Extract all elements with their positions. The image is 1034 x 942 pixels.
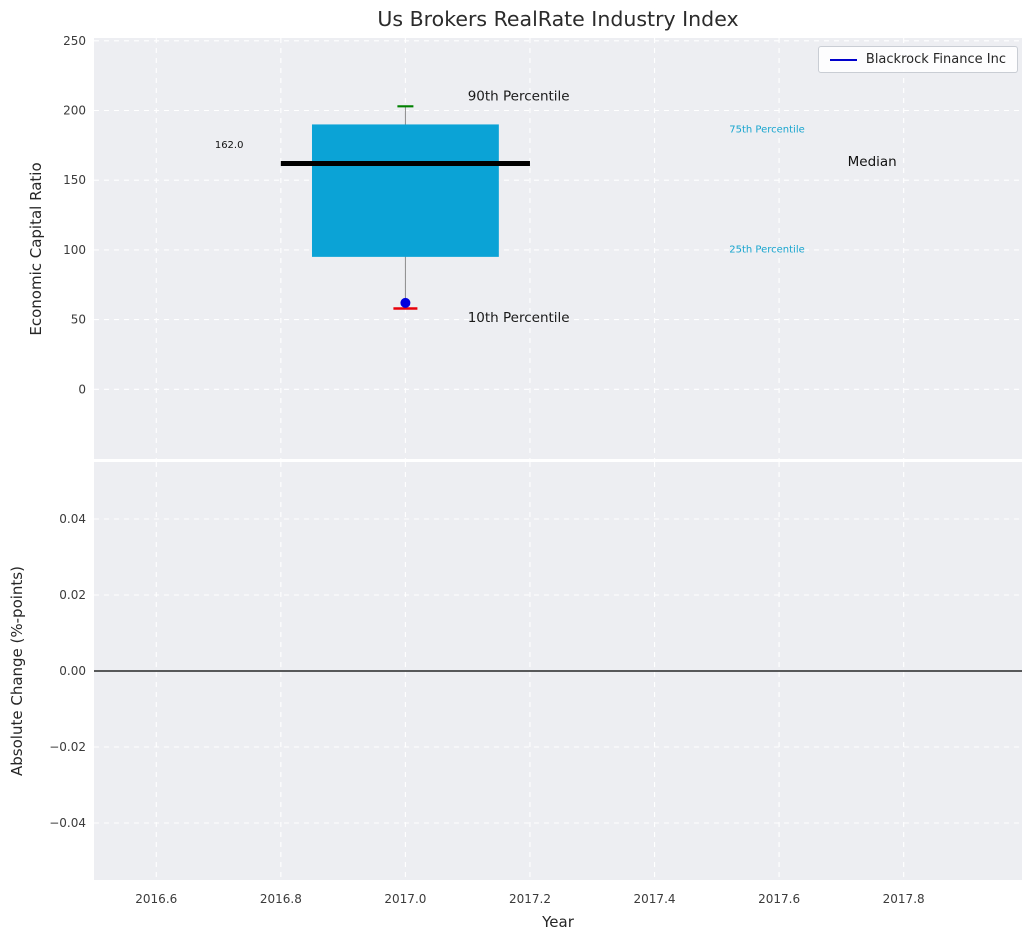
y-tick-label-top: 0 [78, 382, 86, 396]
x-tick-label: 2017.8 [883, 892, 925, 906]
y-tick-label-top: 100 [63, 243, 86, 257]
legend-line-swatch [829, 58, 857, 61]
annotation-median: Median [848, 154, 897, 170]
y-tick-label-top: 150 [63, 173, 86, 187]
x-axis-label-year: Year [542, 913, 574, 931]
y-tick-label-bottom: 0.02 [59, 588, 86, 602]
y-tick-label-top: 250 [63, 34, 86, 48]
annotation-25th-percentile: 25th Percentile [729, 244, 805, 255]
y-tick-label-bottom: 0.00 [59, 664, 86, 678]
annotation-90th-percentile: 90th Percentile [468, 89, 570, 105]
x-tick-label: 2016.6 [135, 892, 177, 906]
y-axis-label-economic-capital-ratio: Economic Capital Ratio [27, 162, 45, 336]
interquartile-box [311, 124, 499, 257]
company-dot [400, 297, 411, 308]
legend-label: Blackrock Finance Inc [865, 52, 1006, 67]
x-tick-label: 2017.0 [384, 892, 426, 906]
x-tick-label: 2017.4 [634, 892, 676, 906]
x-tick-label: 2017.2 [509, 892, 551, 906]
annotation-75th-percentile: 75th Percentile [729, 125, 805, 136]
x-tick-label: 2016.8 [260, 892, 302, 906]
annotation-10th-percentile: 10th Percentile [468, 310, 570, 326]
y-tick-label-top: 50 [71, 313, 86, 327]
y-tick-label-bottom: 0.04 [59, 512, 86, 526]
annotation-162-0: 162.0 [215, 140, 244, 151]
y-tick-label-bottom: −0.04 [49, 816, 86, 830]
y-axis-label-absolute-change: Absolute Change (%-points) [8, 566, 26, 776]
chart-title: Us Brokers RealRate Industry Index [377, 7, 739, 31]
legend: Blackrock Finance Inc [817, 46, 1018, 73]
y-tick-label-bottom: −0.02 [49, 740, 86, 754]
y-tick-label-top: 200 [63, 103, 86, 117]
x-tick-label: 2017.6 [758, 892, 800, 906]
